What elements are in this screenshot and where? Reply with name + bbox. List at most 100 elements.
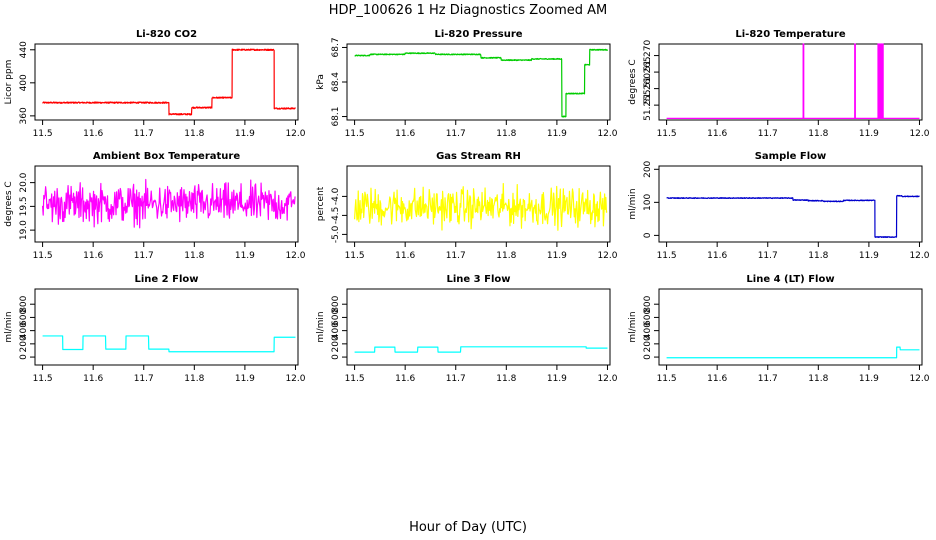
series-line bbox=[354, 48, 609, 118]
x-tick-label: 11.7 bbox=[446, 251, 466, 261]
series-line bbox=[666, 346, 920, 359]
y-tick-label: 68.4 bbox=[331, 72, 341, 92]
x-tick-label: 12.0 bbox=[597, 251, 617, 261]
panel-6: Sample Flow ml/min 11.5 11.6 11.7 11.8 11.9 12.… bbox=[628, 151, 930, 261]
series-line bbox=[353, 182, 608, 231]
y-tick-label: 360 bbox=[19, 107, 29, 124]
y-tick-label: 68.7 bbox=[331, 37, 341, 57]
y-tick-label: 440 bbox=[19, 41, 29, 58]
y-tick-label: 51.270 bbox=[643, 40, 653, 72]
chart-panels: Li-820 CO2 Licor ppm 11.5 11.6 11.7 11.8 11.9 1… bbox=[4, 29, 930, 384]
y-axis-label: percent bbox=[316, 186, 326, 221]
y-tick-label: 800 bbox=[331, 295, 341, 312]
y-tick-label: -4.5 bbox=[331, 207, 341, 225]
y-axis-label: Licor ppm bbox=[4, 60, 14, 105]
x-tick-label: 12.0 bbox=[909, 129, 929, 139]
panel-2: Li-820 Pressure kPa 11.5 11.6 11.7 11.8 11.9 12… bbox=[316, 29, 618, 139]
x-tick-label: 11.9 bbox=[235, 251, 255, 261]
y-tick-label: 0 bbox=[643, 354, 653, 360]
x-tick-label: 12.0 bbox=[597, 129, 617, 139]
y-tick-label: -4.0 bbox=[331, 187, 341, 205]
panel-3: Li-820 Temperature degrees C 11.5 11.6 11.7 1… bbox=[628, 29, 930, 139]
x-tick-label: 11.5 bbox=[33, 374, 53, 384]
x-tick-label: 11.6 bbox=[395, 251, 415, 261]
x-tick-label: 11.8 bbox=[808, 251, 828, 261]
x-tick-label: 11.8 bbox=[184, 374, 204, 384]
plot-frame bbox=[346, 165, 611, 243]
x-tick-label: 11.5 bbox=[657, 251, 677, 261]
panel-title: Line 4 (LT) Flow bbox=[746, 274, 834, 285]
x-tick-label: 11.6 bbox=[83, 251, 103, 261]
x-tick-label: 11.6 bbox=[707, 251, 727, 261]
y-tick-label: 19.5 bbox=[19, 196, 29, 216]
x-tick-label: 11.8 bbox=[184, 129, 204, 139]
y-tick-label: 20.0 bbox=[19, 172, 29, 192]
x-tick-label: 11.6 bbox=[395, 374, 415, 384]
panel-title: Sample Flow bbox=[755, 151, 827, 162]
y-tick-label: 200 bbox=[643, 160, 653, 177]
y-tick-label: 0 bbox=[643, 232, 653, 238]
panel-title: Li-820 CO2 bbox=[136, 29, 197, 40]
x-tick-label: 11.6 bbox=[83, 129, 103, 139]
x-tick-label: 11.7 bbox=[134, 129, 154, 139]
x-tick-label: 11.8 bbox=[496, 129, 516, 139]
x-tick-label: 11.7 bbox=[134, 251, 154, 261]
y-axis-label: degrees C bbox=[4, 181, 14, 226]
y-tick-label: 800 bbox=[643, 295, 653, 312]
series-line bbox=[666, 194, 920, 239]
figure-x-axis-label: Hour of Day (UTC) bbox=[409, 520, 527, 535]
panel-title: Ambient Box Temperature bbox=[93, 151, 240, 162]
plot-frame bbox=[658, 288, 923, 366]
panel-7: Line 2 Flow ml/min 11.5 11.6 11.7 11.8 11.9 12.… bbox=[4, 274, 306, 384]
y-tick-label: 400 bbox=[19, 322, 29, 339]
y-axis-label: kPa bbox=[316, 74, 326, 90]
panel-title: Line 3 Flow bbox=[447, 274, 511, 285]
plot-frame bbox=[34, 165, 299, 243]
x-tick-label: 11.7 bbox=[758, 374, 778, 384]
series-line bbox=[42, 48, 296, 116]
y-tick-label: 400 bbox=[19, 74, 29, 91]
x-tick-label: 11.8 bbox=[808, 129, 828, 139]
x-tick-label: 11.9 bbox=[235, 129, 255, 139]
panel-title: Li-820 Pressure bbox=[434, 29, 522, 40]
plot-frame bbox=[34, 43, 299, 121]
y-tick-label: 51.255 bbox=[643, 89, 653, 121]
x-tick-label: 11.8 bbox=[808, 374, 828, 384]
x-tick-label: 11.9 bbox=[859, 374, 879, 384]
plot-frame bbox=[346, 288, 611, 366]
y-tick-label: 600 bbox=[19, 309, 29, 326]
y-tick-label: 400 bbox=[331, 322, 341, 339]
panel-1: Li-820 CO2 Licor ppm 11.5 11.6 11.7 11.8 11.9 1… bbox=[4, 29, 306, 139]
plot-frame bbox=[658, 43, 923, 121]
x-tick-label: 11.9 bbox=[859, 129, 879, 139]
y-tick-label: 600 bbox=[331, 309, 341, 326]
series-line bbox=[666, 43, 920, 119]
x-tick-label: 11.6 bbox=[395, 129, 415, 139]
x-tick-label: 11.6 bbox=[707, 129, 727, 139]
plot-frame bbox=[658, 165, 923, 243]
panel-4: Ambient Box Temperature degrees C 11.5 11.6… bbox=[4, 151, 306, 261]
y-tick-label: 19.0 bbox=[19, 220, 29, 240]
y-tick-label: 0 bbox=[331, 354, 341, 360]
x-tick-label: 12.0 bbox=[909, 251, 929, 261]
y-tick-label: 800 bbox=[19, 295, 29, 312]
y-axis-label: degrees C bbox=[628, 59, 638, 104]
y-tick-label: 100 bbox=[643, 193, 653, 210]
y-tick-label: 600 bbox=[643, 309, 653, 326]
y-axis-label: ml/min bbox=[628, 188, 638, 219]
x-tick-label: 11.5 bbox=[345, 374, 365, 384]
y-axis-label: ml/min bbox=[628, 311, 638, 342]
x-tick-label: 11.8 bbox=[496, 251, 516, 261]
x-tick-label: 11.8 bbox=[184, 251, 204, 261]
x-tick-label: 11.6 bbox=[83, 374, 103, 384]
x-tick-label: 11.5 bbox=[657, 129, 677, 139]
x-tick-label: 11.7 bbox=[758, 129, 778, 139]
x-tick-label: 11.8 bbox=[496, 374, 516, 384]
x-tick-label: 12.0 bbox=[285, 129, 305, 139]
x-tick-label: 11.9 bbox=[859, 251, 879, 261]
y-tick-label: -5.0 bbox=[331, 225, 341, 243]
y-tick-label: 200 bbox=[19, 335, 29, 352]
y-tick-label: 68.1 bbox=[331, 107, 341, 127]
x-tick-label: 11.9 bbox=[547, 374, 567, 384]
